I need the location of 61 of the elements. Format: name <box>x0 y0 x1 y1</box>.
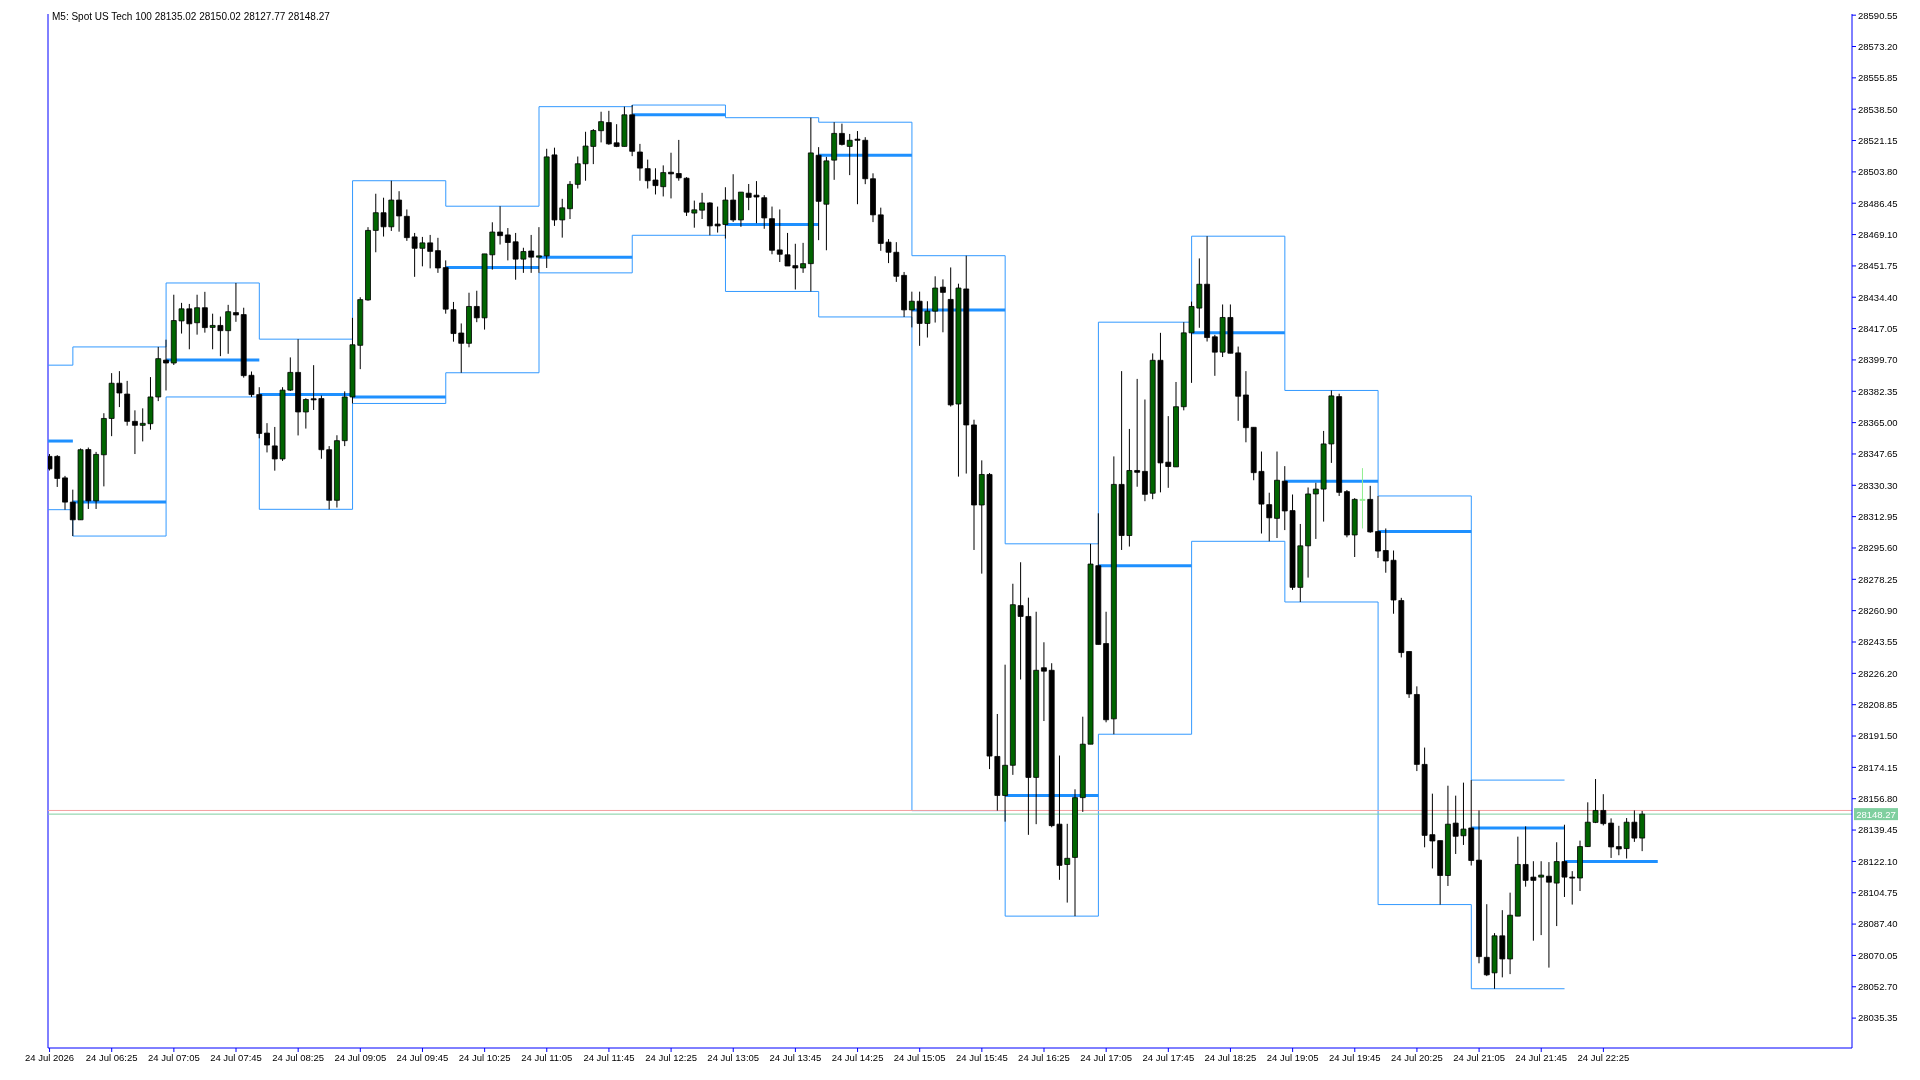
y-tick-label: 28451.75 <box>1858 260 1898 272</box>
x-tick-label: 24 Jul 18:25 <box>1204 1051 1257 1063</box>
y-tick-label: 28590.55 <box>1858 9 1898 21</box>
y-tick-label: 28555.85 <box>1858 72 1898 84</box>
x-tick-label: 24 Jul 19:45 <box>1328 1051 1381 1063</box>
x-tick-label: 24 Jul 06:25 <box>85 1051 138 1063</box>
y-tick-label: 28226.20 <box>1858 667 1898 679</box>
x-tick-label: 24 Jul 20:25 <box>1391 1051 1443 1063</box>
y-tick-label: 28156.80 <box>1858 793 1898 805</box>
y-tick-label: 28469.10 <box>1858 228 1898 240</box>
y-tick-label: 28174.15 <box>1858 761 1898 773</box>
x-tick-label: 24 Jul 08:25 <box>272 1051 325 1063</box>
x-tick-label: 24 Jul 09:05 <box>334 1051 387 1063</box>
x-tick-label: 24 Jul 13:45 <box>769 1051 822 1063</box>
y-tick-label: 28538.50 <box>1858 103 1898 115</box>
y-tick-label: 28087.40 <box>1858 918 1898 930</box>
x-tick-label: 24 Jul 15:45 <box>955 1051 1008 1063</box>
y-tick-label: 28573.20 <box>1858 40 1898 52</box>
x-tick-label: 24 Jul 15:05 <box>893 1051 946 1063</box>
y-tick-label: 28295.60 <box>1858 542 1898 554</box>
y-tick-label: 28104.75 <box>1858 887 1898 899</box>
y-tick-label: 28347.65 <box>1858 448 1898 460</box>
y-tick-label: 28521.15 <box>1858 134 1898 146</box>
y-tick-label: 28070.05 <box>1858 949 1898 961</box>
y-tick-label: 28434.40 <box>1858 291 1898 303</box>
y-tick-label: 28052.70 <box>1858 981 1898 993</box>
chart-title: M5: Spot US Tech 100 28135.02 28150.02 28127.77 28148.27 <box>52 11 330 22</box>
y-tick-label: 28208.85 <box>1858 699 1898 711</box>
y-tick-label: 28330.30 <box>1858 479 1898 491</box>
y-tick-label: 28399.70 <box>1858 354 1898 366</box>
x-tick-label: 24 Jul 11:05 <box>521 1051 573 1063</box>
x-tick-label: 24 Jul 2026 <box>24 1051 75 1063</box>
x-tick-label: 24 Jul 22:25 <box>1577 1051 1630 1063</box>
y-tick-label: 28122.10 <box>1858 855 1898 867</box>
y-tick-label: 28243.55 <box>1858 636 1898 648</box>
y-tick-label: 28139.45 <box>1858 824 1898 836</box>
ref-line-label: 28148.27 <box>1856 808 1896 820</box>
x-tick-label: 24 Jul 17:45 <box>1142 1051 1195 1063</box>
x-tick-label: 24 Jul 10:25 <box>458 1051 511 1063</box>
x-tick-label: 24 Jul 07:45 <box>210 1051 262 1063</box>
x-tick-label: 24 Jul 17:05 <box>1080 1051 1133 1063</box>
x-tick-label: 24 Jul 19:05 <box>1266 1051 1319 1063</box>
x-tick-label: 24 Jul 16:25 <box>1018 1051 1070 1063</box>
x-tick-label: 24 Jul 21:05 <box>1453 1051 1505 1063</box>
y-tick-label: 28382.35 <box>1858 385 1898 397</box>
x-tick-label: 24 Jul 13:05 <box>707 1051 760 1063</box>
x-tick-label: 24 Jul 09:45 <box>396 1051 449 1063</box>
y-tick-label: 28503.80 <box>1858 166 1898 178</box>
x-tick-label: 24 Jul 11:45 <box>583 1051 635 1063</box>
y-tick-label: 28486.45 <box>1858 197 1898 209</box>
y-tick-label: 28365.00 <box>1858 416 1898 428</box>
y-tick-label: 28260.90 <box>1858 605 1898 617</box>
x-tick-label: 24 Jul 21:45 <box>1515 1051 1568 1063</box>
y-tick-label: 28417.05 <box>1858 322 1898 334</box>
x-tick-label: 24 Jul 12:25 <box>645 1051 697 1063</box>
y-tick-label: 28312.95 <box>1858 511 1898 523</box>
y-tick-label: 28191.50 <box>1858 730 1898 742</box>
x-tick-label: 24 Jul 07:05 <box>147 1051 200 1063</box>
x-tick-label: 24 Jul 14:25 <box>831 1051 884 1063</box>
y-tick-label: 28278.25 <box>1858 573 1898 585</box>
y-tick-label: 28035.35 <box>1858 1012 1898 1024</box>
